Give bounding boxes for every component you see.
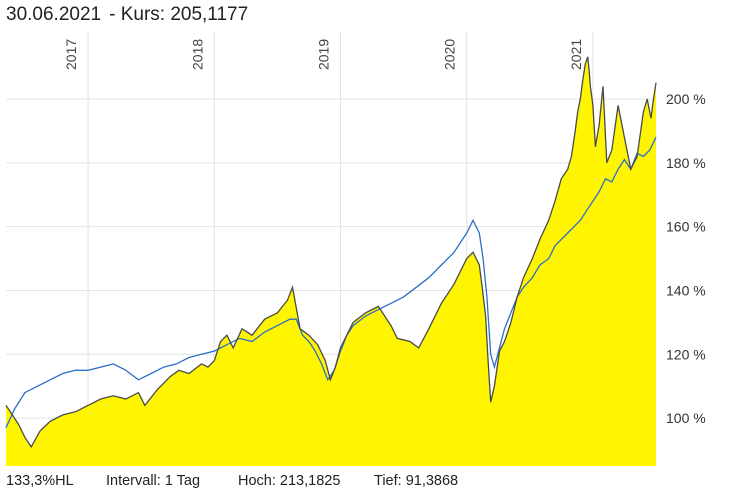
title-price: - Kurs: 205,1177 — [109, 4, 249, 25]
x-tick-label: 2017 — [63, 39, 79, 70]
y-tick-label: 200 % — [666, 91, 706, 107]
price-line — [5, 56, 657, 449]
y-axis-labels: 100 % 120 % 140 % 160 % 180 % 200 % — [666, 91, 706, 426]
footer-interval: Intervall: 1 Tag — [106, 473, 201, 489]
x-tick-label: 2021 — [568, 39, 584, 70]
footer-high: Hoch: 213,1825 — [238, 473, 341, 489]
title-date: 30.06.2021 — [6, 4, 102, 25]
x-tick-label: 2020 — [442, 39, 458, 70]
footer-low: Tief: 91,3868 — [374, 473, 459, 489]
y-tick-label: 140 % — [666, 282, 706, 298]
y-tick-label: 160 % — [666, 219, 706, 235]
chart-footer: 133,3%HL Intervall: 1 Tag Hoch: 213,1825 Ti… — [6, 473, 458, 489]
x-tick-label: 2019 — [315, 39, 331, 70]
benchmark-line — [5, 137, 657, 428]
y-tick-label: 100 % — [666, 410, 706, 426]
x-tick-label: 2018 — [189, 39, 205, 70]
y-tick-label: 180 % — [666, 155, 706, 171]
chart-title: 30.06.2021 - Kurs: 205,1177 — [6, 4, 248, 26]
price-area-fill — [6, 56, 656, 467]
x-axis-labels: 2017 2018 2019 2020 2021 — [63, 39, 584, 70]
y-tick-label: 120 % — [666, 346, 706, 362]
price-chart: 100 %120 %140 %160 %180 %200 % 2017 2018 2… — [5, 32, 706, 467]
footer-range: 133,3%HL — [6, 473, 74, 489]
